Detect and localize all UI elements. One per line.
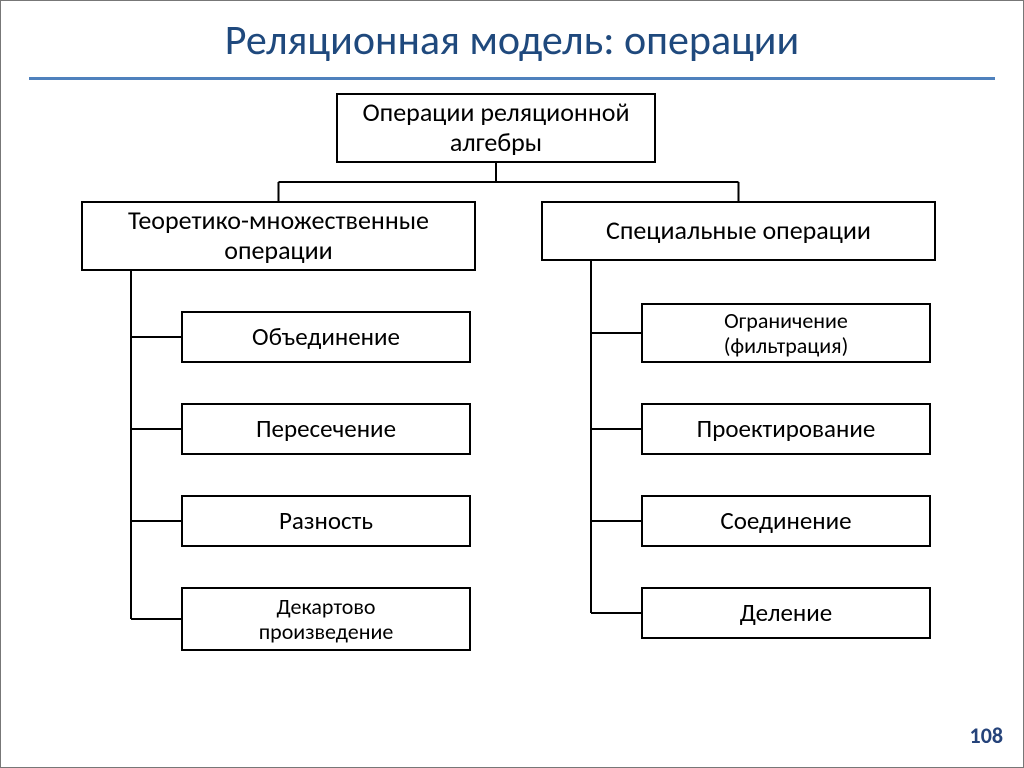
node-left: Теоретико-множественныеоперации (81, 201, 476, 271)
hierarchy-diagram: Операции реляционнойалгебры Теоретико-мно… (1, 1, 1024, 768)
node-r1: Ограничение(фильтрация) (641, 303, 931, 363)
node-right: Специальные операции (541, 201, 936, 261)
node-r4: Деление (641, 587, 931, 639)
node-l3: Разность (181, 495, 471, 547)
node-r3: Соединение (641, 495, 931, 547)
node-l4: Декартовопроизведение (181, 587, 471, 651)
node-root: Операции реляционнойалгебры (336, 93, 656, 163)
slide: Реляционная модель: операции Операции ре… (0, 0, 1024, 768)
node-r2: Проектирование (641, 403, 931, 455)
page-number: 108 (970, 722, 1003, 749)
node-l1: Объединение (181, 311, 471, 363)
node-l2: Пересечение (181, 403, 471, 455)
